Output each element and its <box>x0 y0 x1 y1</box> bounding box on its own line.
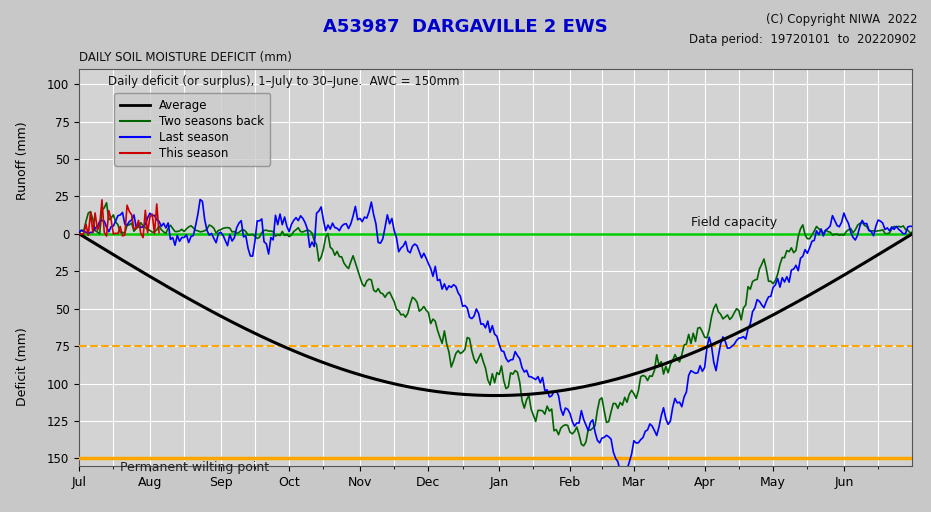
Text: Field capacity: Field capacity <box>691 217 777 229</box>
Legend: Average, Two seasons back, Last season, This season: Average, Two seasons back, Last season, … <box>115 93 270 165</box>
Text: Data period:  19720101  to  20220902: Data period: 19720101 to 20220902 <box>690 33 917 46</box>
Text: Daily deficit (or surplus), 1–July to 30–June.  AWC = 150mm: Daily deficit (or surplus), 1–July to 30… <box>108 75 460 88</box>
Text: Runoff (mm): Runoff (mm) <box>16 121 29 200</box>
Text: (C) Copyright NIWA  2022: (C) Copyright NIWA 2022 <box>765 13 917 26</box>
Text: Permanent wilting point: Permanent wilting point <box>120 461 269 475</box>
Text: Deficit (mm): Deficit (mm) <box>16 327 29 406</box>
Text: A53987  DARGAVILLE 2 EWS: A53987 DARGAVILLE 2 EWS <box>323 18 608 36</box>
Text: DAILY SOIL MOISTURE DEFICIT (mm): DAILY SOIL MOISTURE DEFICIT (mm) <box>79 51 292 64</box>
